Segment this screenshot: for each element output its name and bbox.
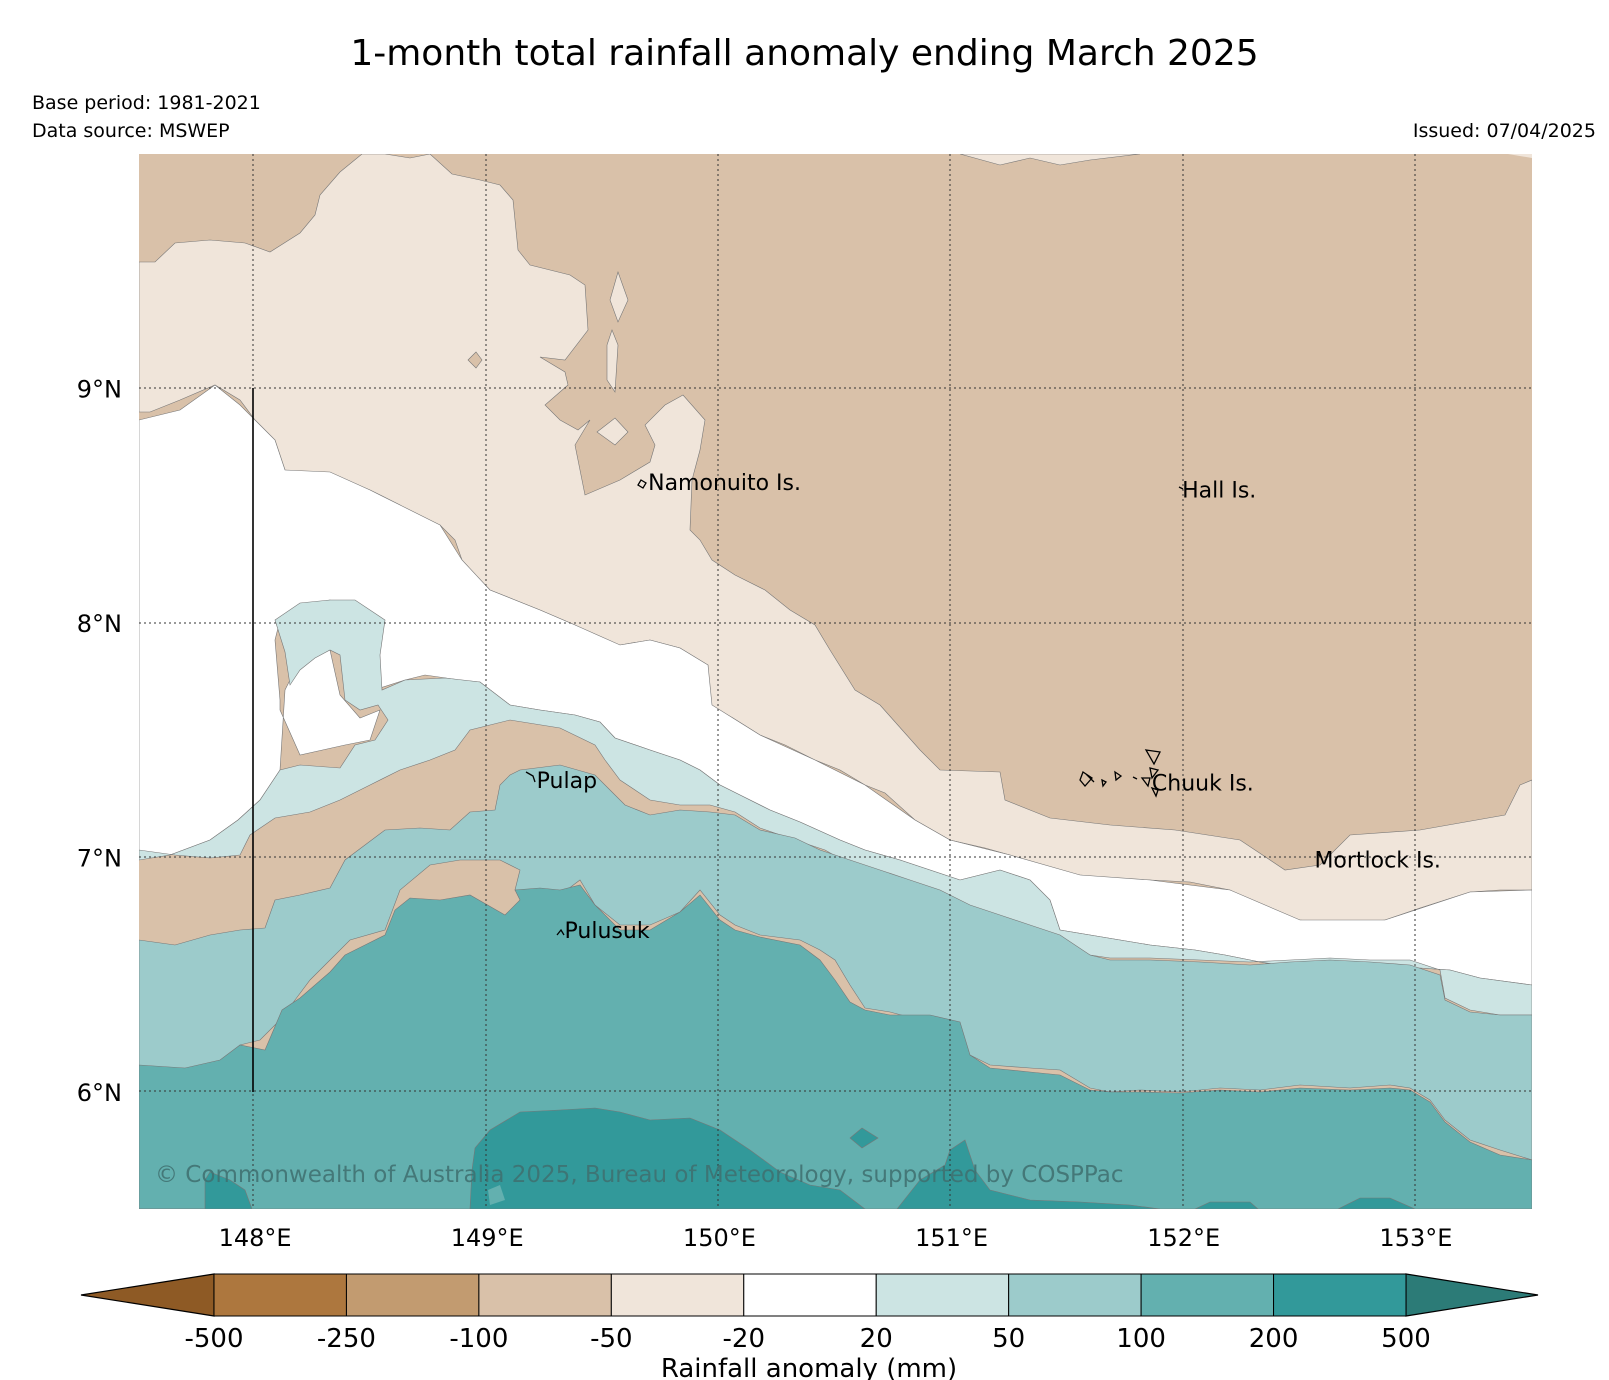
colorbar-extend-low xyxy=(80,1273,215,1317)
place-labels: Namonuito Is. Hall Is. Pulap Chuuk Is. Mortl… xyxy=(537,471,1441,944)
colorbar-segment xyxy=(1140,1273,1275,1317)
dry-corner-nw xyxy=(139,154,190,165)
map-title: 1-month total rainfall anomaly ending Ma… xyxy=(350,33,1259,74)
colorbar-tick-label: -250 xyxy=(317,1324,376,1354)
colorbar-segment xyxy=(875,1273,1010,1317)
colorbar: -500 -250 -100 -50 -20 20 50 100 200 500 xyxy=(80,1273,1539,1354)
dry-sliver-north xyxy=(609,271,629,323)
band-20-50 xyxy=(139,599,1532,1016)
small-dry-patch xyxy=(467,351,483,369)
place-label: Chuuk Is. xyxy=(1152,771,1254,796)
place-label: Mortlock Is. xyxy=(1314,849,1440,874)
namonuito-outline xyxy=(637,479,647,489)
graticule xyxy=(139,154,1532,1209)
colorbar-tick-label: 500 xyxy=(1381,1324,1431,1354)
lon-tick-label: 153°E xyxy=(1379,1224,1452,1252)
colorbar-tick-label: -500 xyxy=(184,1324,243,1354)
dry-sliver-south xyxy=(596,417,629,446)
colorbar-segment xyxy=(610,1273,745,1317)
colorbar-segment xyxy=(345,1273,480,1317)
pulusuk-outline xyxy=(556,928,565,936)
mortlock-outline xyxy=(1317,853,1322,858)
colorbar-tick-label: -20 xyxy=(723,1324,765,1354)
chuuk-outline-4 xyxy=(1150,786,1159,798)
dry-corner-ne xyxy=(1508,154,1532,158)
wet-hole xyxy=(488,1185,505,1205)
dry-sliver-mid xyxy=(606,329,619,393)
chuuk-outline-3 xyxy=(1140,777,1151,788)
lat-tick-label: 6°N xyxy=(77,1079,122,1107)
lon-tick-label: 149°E xyxy=(451,1224,524,1252)
chuuk-outline-5 xyxy=(1114,770,1123,782)
place-label: Hall Is. xyxy=(1182,478,1256,503)
chuuk-outline-6 xyxy=(1079,771,1095,788)
hall-outline xyxy=(1178,486,1184,490)
island-outlines xyxy=(525,479,1322,936)
colorbar-tick-label: -50 xyxy=(590,1324,632,1354)
lon-tick-label: 148°E xyxy=(219,1224,292,1252)
copyright-text: © Commonwealth of Australia 2025, Bureau… xyxy=(155,1162,1124,1188)
chuuk-outline-1 xyxy=(1144,749,1161,766)
colorbar-tick-label: 200 xyxy=(1249,1324,1299,1354)
colorbar-label: Rainfall anomaly (mm) xyxy=(661,1354,957,1380)
colorbar-tick-label: 100 xyxy=(1116,1324,1166,1354)
colorbar-tick-label: -100 xyxy=(449,1324,508,1354)
place-label: Pulusuk xyxy=(565,919,650,944)
lon-tick-label: 150°E xyxy=(683,1224,756,1252)
lon-tick-label: 151°E xyxy=(915,1224,988,1252)
issued-date: Issued: 07/04/2025 xyxy=(1412,120,1596,142)
colorbar-segment xyxy=(478,1273,612,1317)
lat-tick-label: 8°N xyxy=(77,610,122,638)
colorbar-segment xyxy=(213,1273,347,1317)
colorbar-segment xyxy=(1273,1273,1407,1317)
colorbar-tick-label: 50 xyxy=(992,1324,1025,1354)
longitude-labels: 148°E 149°E 150°E 151°E 152°E 153°E xyxy=(219,1224,1453,1252)
lat-tick-label: 7°N xyxy=(77,844,122,872)
colorbar-tick-label: 20 xyxy=(860,1324,893,1354)
chuuk-outline-2 xyxy=(1149,767,1160,780)
lon-tick-label: 152°E xyxy=(1147,1224,1220,1252)
dry-strip-north xyxy=(959,154,1141,166)
place-label: Namonuito Is. xyxy=(648,471,801,496)
base-period-note: Base period: 1981-2021 xyxy=(32,92,261,114)
anomaly-contours xyxy=(139,154,1532,1209)
lat-tick-label: 9°N xyxy=(77,375,122,403)
latitude-labels: 9°N 8°N 7°N 6°N xyxy=(77,375,122,1106)
data-source-note: Data source: MSWEP xyxy=(32,120,230,142)
band-100-200 xyxy=(139,884,1532,1209)
chuuk-outline-7 xyxy=(1101,778,1107,788)
place-label: Pulap xyxy=(537,769,597,794)
colorbar-segment xyxy=(1008,1273,1142,1317)
pulap-outline xyxy=(525,771,536,783)
colorbar-segment xyxy=(743,1273,877,1317)
chuuk-outline-8 xyxy=(1132,776,1138,780)
colorbar-extend-high xyxy=(1405,1273,1539,1317)
band-200-500 xyxy=(139,1107,1416,1209)
